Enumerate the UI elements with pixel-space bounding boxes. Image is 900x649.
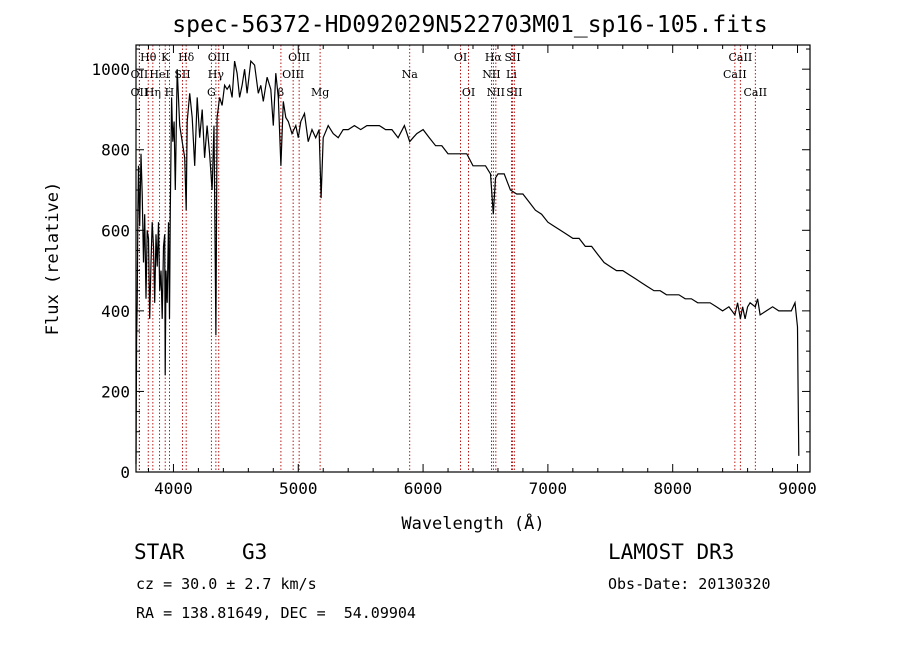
- spectral-line-label: CaII: [743, 86, 767, 99]
- spectral-line-label: Hη: [145, 86, 161, 99]
- spectral-line-label: OI: [454, 51, 467, 64]
- coordinates: RA = 138.81649, DEC = 54.09904: [136, 604, 416, 622]
- x-tick-label: 8000: [653, 479, 692, 498]
- y-axis-label: Flux (relative): [43, 182, 63, 336]
- chart-title: spec-56372-HD092029N522703M01_sp16-105.f…: [172, 12, 767, 38]
- spectral-line-label: H: [165, 86, 175, 99]
- y-tick-label: 800: [101, 141, 130, 160]
- x-tick-label: 7000: [529, 479, 568, 498]
- y-tick-label: 400: [101, 302, 130, 321]
- spectral-line-label: Li: [506, 68, 517, 81]
- spectral-line-label: NII: [482, 68, 500, 81]
- y-tick-label: 1000: [91, 60, 130, 79]
- spectral-line-label: CaII: [729, 51, 753, 64]
- spectral-line-label: OII: [131, 86, 149, 99]
- spectral-line-label: OI: [462, 86, 475, 99]
- plot-frame: [135, 44, 811, 473]
- observation-date: Obs-Date: 20130320: [608, 575, 771, 593]
- spectral-line-label: Hθ: [140, 51, 157, 64]
- spectrum-series-line: [135, 59, 800, 464]
- y-tick-label: 600: [101, 221, 130, 240]
- x-tick-label: 4000: [154, 479, 193, 498]
- spectral-line-label: Mg: [311, 86, 329, 99]
- x-tick-label: 9000: [778, 479, 817, 498]
- x-tick-label: 6000: [404, 479, 443, 498]
- spectral-line-label: NII: [487, 86, 505, 99]
- spectral-line-label: Hγ: [208, 68, 225, 81]
- spectral-line-label: OIII: [288, 51, 310, 64]
- spectral-line-label: OIII: [208, 51, 230, 64]
- spectral-line-label: Hα: [485, 51, 503, 64]
- spectral-line-label: Na: [402, 68, 419, 81]
- spectral-line-label: K: [161, 51, 170, 64]
- x-tick-label: 5000: [279, 479, 318, 498]
- spectral-line-label: CaII: [723, 68, 747, 81]
- redshift-value: cz = 30.0 ± 2.7 km/s: [136, 575, 317, 593]
- y-tick-label: 200: [101, 382, 130, 401]
- spectral-line-label: OIII: [282, 68, 304, 81]
- spectral-line-label: β: [278, 86, 284, 99]
- spectral-line-label: HeI: [149, 68, 169, 81]
- spectral-line-label: SII: [504, 51, 520, 64]
- axis-ticks: 4000 5000 6000 7000 8000 9000 0 200 400 600 800 100…: [91, 45, 817, 498]
- x-axis-label: Wavelength (Å): [401, 512, 544, 534]
- object-class: STAR: [134, 540, 185, 564]
- object-subclass: G3: [242, 540, 268, 564]
- spectral-line-label: Hδ: [178, 51, 195, 64]
- survey-name: LAMOST DR3: [608, 540, 735, 564]
- spectral-line-label: SII: [506, 86, 522, 99]
- spectral-line-label: G: [207, 86, 216, 99]
- y-tick-label: 0: [120, 463, 130, 482]
